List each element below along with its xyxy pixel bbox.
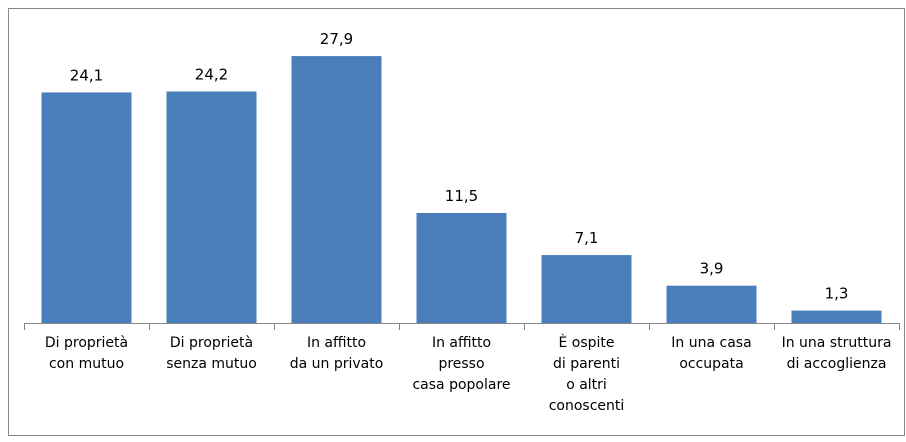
data-label: 7,1 <box>575 229 599 247</box>
bar <box>166 91 257 323</box>
bar <box>541 255 632 323</box>
x-tick-label: Di proprietà senza mutuo <box>166 335 257 372</box>
bar <box>291 56 382 324</box>
data-label: 27,9 <box>320 30 353 48</box>
x-tick-label: In una casa occupata <box>671 335 752 372</box>
data-label: 24,1 <box>70 66 103 84</box>
data-label: 1,3 <box>825 285 849 303</box>
data-label: 3,9 <box>700 260 724 278</box>
x-tick-label: È ospite di parenti o altri conoscenti <box>548 335 625 414</box>
frame <box>8 8 905 436</box>
x-tick-label: In affitto presso casa popolare <box>412 335 511 393</box>
x-tick-label: In affitto da un privato <box>289 335 384 372</box>
bar <box>791 310 882 323</box>
x-tick-label: Di proprietà con mutuo <box>44 335 129 372</box>
x-tick-label: In una struttura di accoglienza <box>781 335 892 372</box>
bar <box>666 285 757 323</box>
data-label: 11,5 <box>445 187 478 205</box>
bar <box>416 212 507 323</box>
bar <box>41 92 132 324</box>
data-label: 24,2 <box>195 65 228 83</box>
